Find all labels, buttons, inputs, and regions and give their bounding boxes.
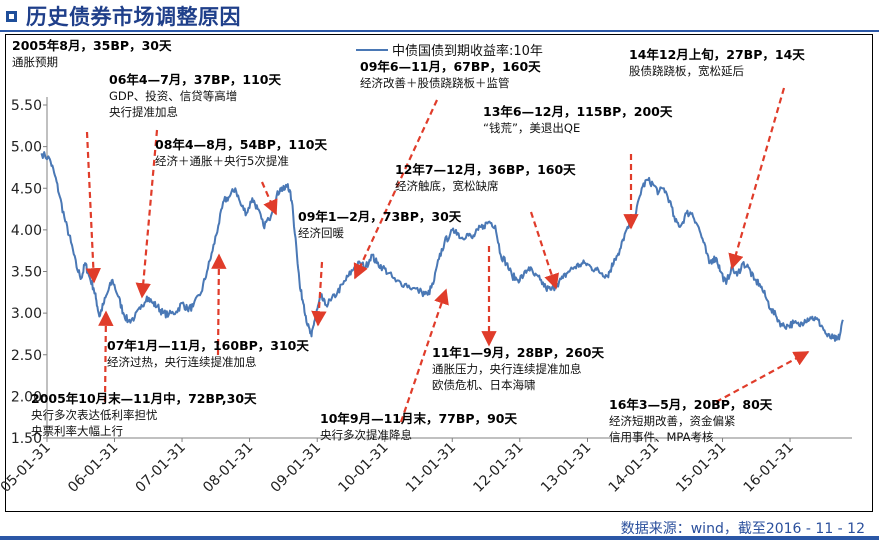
annotation-arrow	[529, 211, 559, 290]
title-rule	[0, 30, 879, 32]
annotation-heading: 10年9月—11月末，77BP，90天	[320, 411, 517, 426]
x-tick-label: 12-01-31	[470, 440, 526, 496]
annotation-reason: 经济过热，央行连续提准加息	[107, 355, 257, 369]
x-tick-label: 10-01-31	[335, 440, 391, 496]
y-tick-label: 5.50	[11, 98, 42, 114]
data-source-note: 数据来源：wind，截至2016 - 11 - 12	[620, 521, 865, 537]
annotation-arrow	[353, 99, 438, 280]
annotation-arrow	[715, 351, 810, 403]
annotation-heading: 11年1—9月，28BP，260天	[432, 345, 604, 360]
x-tick-label: 13-01-31	[538, 440, 594, 496]
page-header: 历史债券市场调整原因	[6, 2, 241, 30]
legend-label: 中债国债到期收益率:10年	[392, 43, 543, 59]
x-tick-label: 16-01-31	[741, 440, 797, 496]
y-tick-label: 1.50	[11, 431, 42, 447]
annotation-a2013: 13年6—12月，115BP，200天 “钱荒”，美退出QE	[483, 104, 673, 135]
y-tick-label: 4.00	[11, 223, 42, 239]
annotation-reason: 央行多次表达低利率担忧	[31, 408, 158, 422]
legend: 中债国债到期收益率:10年	[356, 43, 543, 59]
annotation-arrow	[85, 131, 102, 284]
annotation-reason: 央行提准加息	[109, 105, 178, 119]
annotation-arrow	[135, 129, 159, 299]
annotation-reason: 欧债危机、日本海啸	[432, 378, 536, 392]
annotation-heading: 13年6—12月，115BP，200天	[483, 104, 673, 119]
x-tick-label: 07-01-31	[133, 440, 189, 496]
annotation-arrow	[399, 288, 449, 423]
title-square-icon	[6, 10, 17, 22]
y-tick-label: 4.50	[11, 181, 42, 197]
annotation-reason: 经济回暖	[298, 226, 344, 240]
annotation-reason: 经济触底，宽松缺席	[395, 179, 499, 193]
x-tick-label: 05-01-31	[0, 440, 54, 496]
annotation-heading: 14年12月上旬，27BP，14天	[629, 47, 805, 62]
page-title: 历史债券市场调整原因	[26, 5, 241, 29]
annotation-heading: 16年3—5月，20BP，80天	[609, 397, 773, 412]
annotation-reason: GDP、投资、信贷等高增	[109, 89, 237, 103]
annotation-a2005-10: 2005年10月末—11月中，72BP,30天央行多次表达低利率担忧央票利率大幅…	[31, 391, 257, 438]
annotation-heading: 12年7—12月，36BP，160天	[395, 162, 576, 177]
axes: 1.50 2.00 2.50 3.00 3.50 4.00 4.50 5.00 5.50 05-0…	[0, 97, 852, 496]
y-tick-label: 2.50	[11, 348, 42, 364]
y-tick-label: 3.00	[11, 306, 42, 322]
annotation-arrow	[728, 87, 786, 270]
x-tick-label: 11-01-31	[403, 440, 459, 496]
series-layer	[40, 151, 844, 342]
x-tick-label: 06-01-31	[65, 440, 121, 496]
annotation-reason: 央票利率大幅上行	[31, 424, 123, 438]
annotation-reason: 央行多次提准降息	[320, 428, 412, 442]
x-tick-label: 08-01-31	[200, 440, 256, 496]
x-tick-label: 15-01-31	[673, 440, 729, 496]
annotation-reason: 股债跷跷板，宽松延后	[629, 64, 744, 78]
annotation-reason: “钱荒”，美退出QE	[483, 121, 580, 135]
annotation-arrow	[311, 261, 327, 327]
annotation-reason: 通胀压力，央行连续提准加息	[432, 362, 582, 376]
annotation-reason: 经济改善＋股债跷跷板＋监管	[360, 76, 510, 90]
bottom-rule	[0, 536, 879, 540]
annotation-reason: 通胀预期	[12, 55, 58, 69]
y-tick-label: 5.00	[11, 140, 42, 156]
annotation-reason: 信用事件、MPA考核	[609, 430, 714, 444]
annotation-reason: 经济短期改善，资金偏紧	[609, 414, 736, 428]
annotation-heading: 07年1月—11月，160BP，310天	[107, 338, 309, 353]
annotation-heading: 09年1—2月，73BP，30天	[298, 209, 462, 224]
annotation-arrows	[85, 87, 810, 423]
annotation-heading: 09年6—11月，67BP，160天	[360, 59, 541, 74]
annotation-arrow	[98, 310, 114, 403]
annotation-heading: 2005年10月末—11月中，72BP,30天	[31, 391, 257, 406]
annotation-arrow	[211, 253, 227, 356]
y-tick-label: 2.00	[11, 389, 42, 405]
annotation-heading: 08年4—8月，54BP，110天	[155, 137, 327, 152]
annotation-arrow	[260, 181, 278, 216]
x-tick-label: 14-01-31	[606, 440, 662, 496]
y-tick-label: 3.50	[11, 265, 42, 281]
annotation-reason: 经济＋通胀＋央行5次提准	[155, 154, 289, 168]
x-tick-label: 09-01-31	[268, 440, 324, 496]
yield-series-line	[40, 151, 844, 342]
annotation-heading: 06年4—7月，37BP，110天	[109, 72, 281, 87]
chart-frame	[5, 34, 873, 512]
annotation-heading: 2005年8月，35BP，30天	[12, 38, 172, 53]
